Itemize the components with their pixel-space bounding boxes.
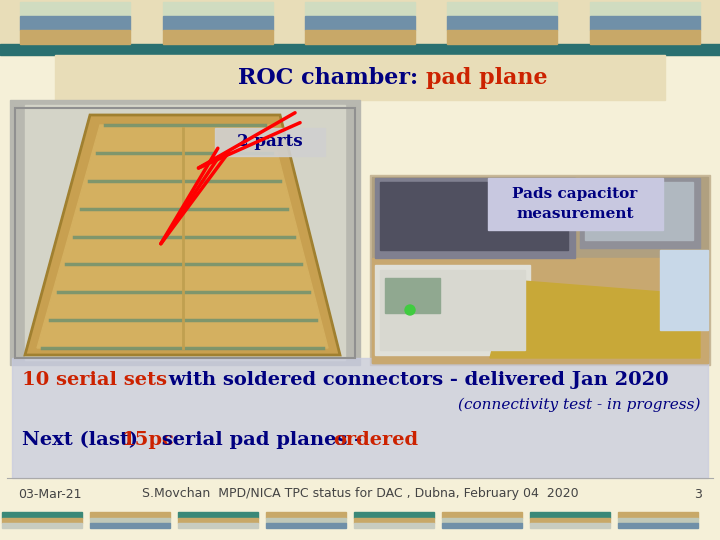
Bar xyxy=(163,16,273,30)
Bar xyxy=(305,16,415,30)
Bar xyxy=(178,512,258,518)
Bar xyxy=(215,128,325,156)
Circle shape xyxy=(405,305,415,315)
Bar xyxy=(372,258,708,363)
Bar xyxy=(530,523,610,528)
Bar xyxy=(372,177,708,363)
Bar xyxy=(447,16,557,30)
Text: Pads capacitor
measurement: Pads capacitor measurement xyxy=(513,187,638,221)
Bar xyxy=(163,2,273,16)
Text: S.Movchan  MPD/NICA TPC status for DAC , Dubna, February 04  2020: S.Movchan MPD/NICA TPC status for DAC , … xyxy=(142,488,578,501)
Bar xyxy=(618,512,698,518)
Bar xyxy=(447,2,557,16)
Bar xyxy=(380,270,525,350)
Text: 2 parts: 2 parts xyxy=(237,133,303,151)
Bar xyxy=(354,512,434,518)
Bar xyxy=(90,512,170,518)
Bar xyxy=(2,518,82,523)
Bar xyxy=(375,178,575,258)
Text: 15pc: 15pc xyxy=(122,431,175,449)
Bar xyxy=(375,265,530,355)
Polygon shape xyxy=(25,105,345,360)
Bar xyxy=(380,182,568,250)
Polygon shape xyxy=(490,280,700,358)
Bar xyxy=(55,55,665,100)
Bar xyxy=(354,523,434,528)
Bar xyxy=(20,16,130,30)
Bar xyxy=(660,250,708,330)
Bar xyxy=(2,523,82,528)
Polygon shape xyxy=(25,115,340,355)
Bar xyxy=(447,30,557,44)
Bar xyxy=(266,518,346,523)
Bar xyxy=(305,30,415,44)
Bar xyxy=(590,2,700,16)
Bar xyxy=(20,30,130,44)
Bar xyxy=(585,182,693,240)
Bar xyxy=(442,512,522,518)
Bar xyxy=(488,178,663,230)
Bar xyxy=(530,512,610,518)
Bar xyxy=(20,2,130,16)
Bar xyxy=(2,512,82,518)
Bar xyxy=(163,30,273,44)
Bar xyxy=(618,518,698,523)
Bar xyxy=(354,518,434,523)
Bar xyxy=(0,44,720,55)
Bar xyxy=(266,523,346,528)
Bar xyxy=(385,278,440,313)
Bar xyxy=(618,523,698,528)
Text: ROC chamber:: ROC chamber: xyxy=(238,67,426,89)
Bar xyxy=(90,523,170,528)
Bar xyxy=(0,510,720,540)
Bar xyxy=(178,518,258,523)
Bar xyxy=(590,16,700,30)
Bar xyxy=(590,30,700,44)
Text: Next (last): Next (last) xyxy=(22,431,145,449)
Bar xyxy=(442,518,522,523)
Bar xyxy=(0,0,720,55)
Bar xyxy=(178,523,258,528)
Bar xyxy=(370,175,710,365)
Text: 10 serial sets: 10 serial sets xyxy=(22,371,167,389)
Bar xyxy=(442,523,522,528)
Text: ordered: ordered xyxy=(333,431,418,449)
Text: (connectivity test - in progress): (connectivity test - in progress) xyxy=(457,398,700,412)
Text: serial pad planes -: serial pad planes - xyxy=(155,431,369,449)
Bar xyxy=(12,358,708,478)
Bar xyxy=(90,518,170,523)
Bar xyxy=(305,2,415,16)
Bar xyxy=(10,100,360,365)
Text: with soldered connectors - delivered Jan 2020: with soldered connectors - delivered Jan… xyxy=(162,371,669,389)
Bar xyxy=(266,512,346,518)
Polygon shape xyxy=(37,125,328,348)
Bar xyxy=(530,518,610,523)
Text: 03-Mar-21: 03-Mar-21 xyxy=(18,488,81,501)
Bar xyxy=(580,178,700,248)
Text: pad plane: pad plane xyxy=(426,67,548,89)
Text: 3: 3 xyxy=(694,488,702,501)
